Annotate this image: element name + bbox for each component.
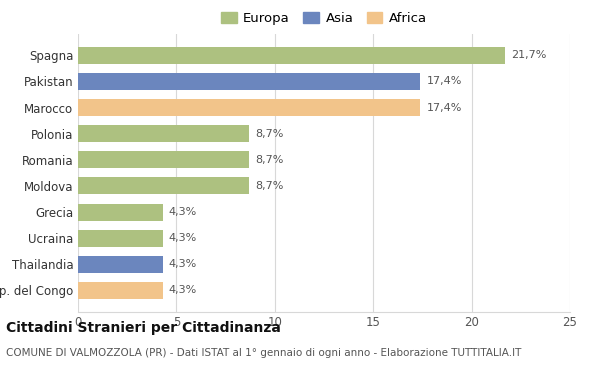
Text: COMUNE DI VALMOZZOLA (PR) - Dati ISTAT al 1° gennaio di ogni anno - Elaborazione: COMUNE DI VALMOZZOLA (PR) - Dati ISTAT a…: [6, 348, 521, 358]
Text: 4,3%: 4,3%: [169, 285, 197, 296]
Bar: [78, 204, 163, 221]
Text: 17,4%: 17,4%: [427, 103, 462, 112]
Text: 8,7%: 8,7%: [255, 129, 283, 139]
Text: 21,7%: 21,7%: [511, 50, 547, 60]
Text: 4,3%: 4,3%: [169, 207, 197, 217]
Bar: [78, 282, 163, 299]
Bar: [78, 151, 249, 168]
Text: 8,7%: 8,7%: [255, 181, 283, 191]
Text: 17,4%: 17,4%: [427, 76, 462, 86]
Legend: Europa, Asia, Africa: Europa, Asia, Africa: [221, 12, 427, 25]
Bar: [78, 99, 421, 116]
Bar: [78, 256, 163, 273]
Text: Cittadini Stranieri per Cittadinanza: Cittadini Stranieri per Cittadinanza: [6, 321, 281, 335]
Bar: [78, 125, 249, 142]
Text: 4,3%: 4,3%: [169, 260, 197, 269]
Bar: [78, 177, 249, 195]
Text: 8,7%: 8,7%: [255, 155, 283, 165]
Bar: [78, 230, 163, 247]
Bar: [78, 47, 505, 64]
Text: 4,3%: 4,3%: [169, 233, 197, 243]
Bar: [78, 73, 421, 90]
